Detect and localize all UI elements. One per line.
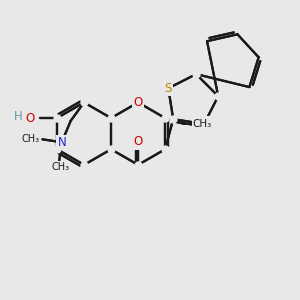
Text: O: O	[25, 112, 34, 124]
Text: O: O	[134, 136, 143, 148]
Text: S: S	[165, 82, 172, 95]
Text: O: O	[134, 96, 143, 109]
Text: N: N	[200, 118, 208, 130]
Text: O: O	[134, 136, 143, 148]
Text: N: N	[57, 136, 66, 149]
Text: CH₃: CH₃	[21, 134, 40, 144]
Text: N: N	[200, 118, 208, 130]
Text: CH₃: CH₃	[51, 162, 69, 172]
Text: S: S	[165, 82, 172, 95]
Text: CH₃: CH₃	[21, 134, 40, 144]
Text: CH₃: CH₃	[193, 119, 212, 129]
Text: CH₃: CH₃	[51, 162, 69, 172]
Text: O: O	[134, 96, 143, 109]
Text: O: O	[25, 112, 34, 124]
Text: H: H	[14, 110, 23, 123]
Text: H: H	[14, 110, 23, 123]
Text: CH₃: CH₃	[193, 119, 212, 129]
Text: N: N	[57, 136, 66, 149]
